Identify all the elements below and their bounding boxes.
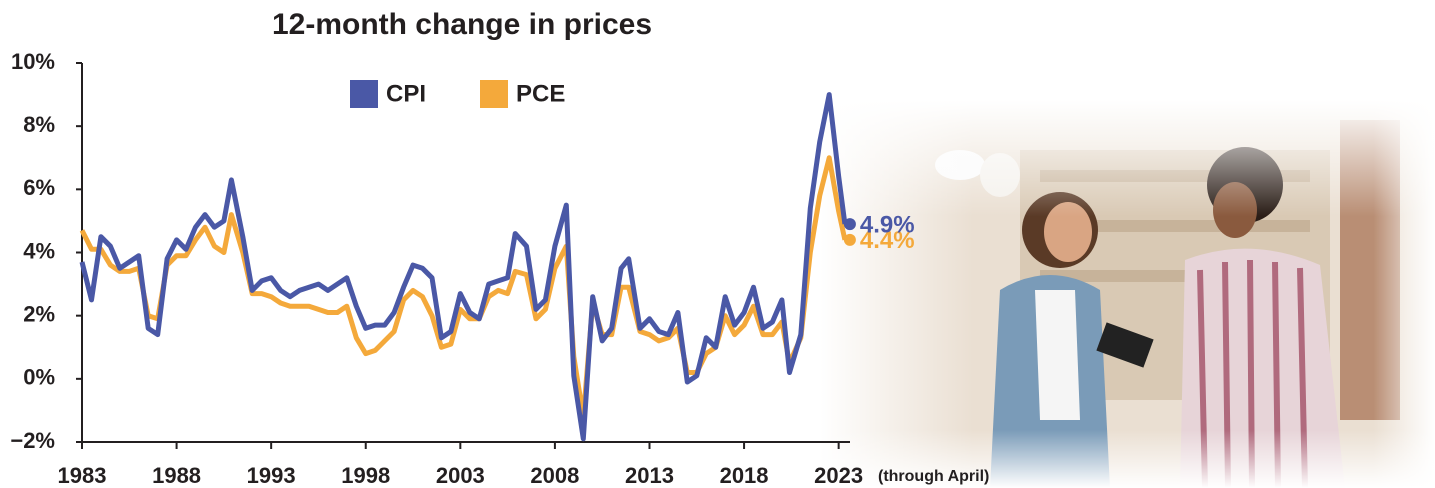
series-line: [82, 95, 845, 439]
x-tick-label: 2003: [436, 463, 485, 488]
end-point: [844, 234, 856, 246]
x-tick-label: 2023: [814, 463, 863, 488]
legend-swatch: [350, 80, 378, 108]
end-point: [844, 218, 856, 230]
x-tick-label: 2018: [720, 463, 769, 488]
series-line: [82, 158, 845, 417]
y-tick-label: −2%: [10, 428, 55, 453]
legend-swatch: [480, 80, 508, 108]
x-tick-label: 1983: [58, 463, 107, 488]
chart-title: 12-month change in prices: [272, 8, 652, 41]
y-tick-label: 6%: [23, 175, 55, 200]
x-tick-label: 1993: [247, 463, 296, 488]
legend-label: CPI: [386, 80, 426, 107]
plot: −2% 0% 2% 4% 6% 8% 10% 1983 1988 1993 1998 2003 2008…: [10, 49, 914, 488]
y-tick-label: 2%: [23, 301, 55, 326]
annotation: (through April): [878, 468, 989, 485]
y-tick-label: 0%: [23, 365, 55, 390]
chart: 12-month change in prices (through April…: [0, 0, 1435, 488]
y-tick-label: 8%: [23, 112, 55, 137]
y-tick-label: 10%: [11, 49, 55, 74]
x-tick-label: 2008: [530, 463, 579, 488]
photo: [820, 100, 1435, 488]
y-tick-label: 4%: [23, 238, 55, 263]
x-tick-label: 2013: [625, 463, 674, 488]
legend-label: PCE: [516, 80, 565, 107]
x-tick-label: 1988: [152, 463, 201, 488]
value-label: 4.9%: [860, 211, 915, 238]
x-tick-label: 1998: [341, 463, 390, 488]
